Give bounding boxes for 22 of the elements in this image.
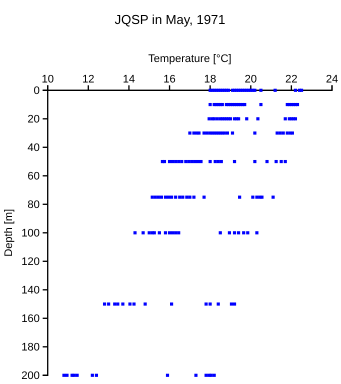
x-tick-label: 14 bbox=[122, 73, 136, 86]
y-tick-label: 140 bbox=[21, 284, 40, 296]
y-axis-title: Depth [m] bbox=[3, 208, 15, 257]
y-tick-label: 20 bbox=[27, 113, 40, 126]
x-tick-label: 20 bbox=[244, 73, 257, 86]
y-tick-label: 0 bbox=[34, 84, 40, 97]
y-tick-label: 160 bbox=[21, 312, 40, 325]
y-tick-label: 120 bbox=[21, 256, 40, 268]
y-tick-label: 40 bbox=[27, 142, 40, 154]
x-tick-label: 24 bbox=[326, 73, 338, 86]
x-tick-label: 12 bbox=[82, 73, 94, 86]
chart-title: JQSP in May, 1971 bbox=[114, 12, 226, 27]
x-tick-label: 16 bbox=[163, 73, 176, 86]
y-tick-label: 180 bbox=[21, 341, 40, 354]
y-tick-label: 200 bbox=[21, 370, 40, 382]
y-tick-label: 80 bbox=[27, 198, 40, 211]
y-tick-label: 60 bbox=[27, 170, 40, 182]
x-tick-label: 18 bbox=[204, 73, 216, 86]
y-tick-label: 100 bbox=[21, 227, 40, 240]
x-tick-label: 22 bbox=[285, 73, 298, 86]
x-tick-label: 10 bbox=[42, 73, 54, 86]
x-axis-title: Temperature [°C] bbox=[148, 53, 232, 65]
